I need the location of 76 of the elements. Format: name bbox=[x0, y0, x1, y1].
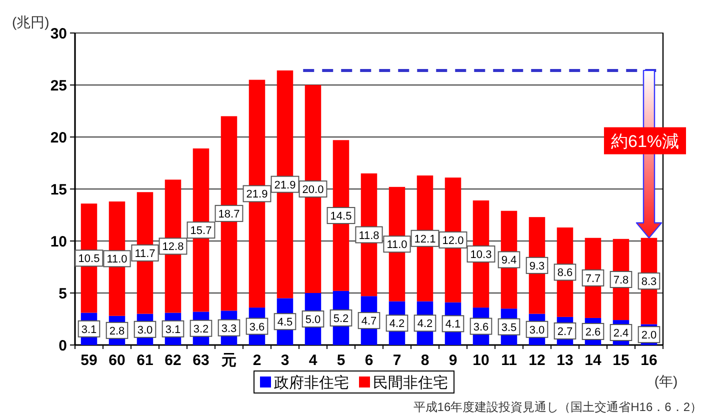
y-tick-label: 25 bbox=[50, 78, 67, 94]
data-label: 3.1 bbox=[81, 324, 97, 336]
x-tick-label: 元 bbox=[220, 352, 236, 369]
data-label: 2.0 bbox=[641, 330, 657, 342]
data-label: 2.6 bbox=[585, 326, 601, 338]
x-tick-label: 3 bbox=[280, 352, 290, 369]
data-label: 10.5 bbox=[78, 253, 100, 266]
data-label: 21.9 bbox=[246, 188, 268, 201]
data-label: 4.2 bbox=[417, 318, 433, 330]
x-tick-label: 9 bbox=[448, 352, 458, 369]
x-tick-label: 12 bbox=[528, 352, 546, 369]
text: 平成16年度建設投資見通し（国土交通省H16．6．2） bbox=[413, 400, 702, 414]
data-label: 4.2 bbox=[389, 318, 405, 330]
data-label: 3.0 bbox=[529, 324, 545, 336]
data-label: 3.2 bbox=[193, 323, 209, 336]
y-tick-label: 20 bbox=[50, 130, 67, 146]
data-label: 2.4 bbox=[613, 328, 629, 340]
x-tick-label: 14 bbox=[584, 352, 602, 369]
data-label: 7.8 bbox=[613, 274, 629, 286]
data-label: 8.3 bbox=[641, 276, 657, 288]
x-tick-label: 61 bbox=[136, 352, 154, 369]
data-label: 11.0 bbox=[386, 239, 408, 252]
x-tick-label: 5 bbox=[336, 352, 346, 369]
data-label: 3.5 bbox=[501, 322, 517, 334]
x-tick-label: 59 bbox=[80, 352, 98, 369]
data-label: 5.2 bbox=[333, 312, 349, 325]
data-label: 3.1 bbox=[165, 324, 181, 336]
data-label: 11.8 bbox=[358, 230, 380, 242]
x-tick-label: 11 bbox=[501, 352, 517, 369]
data-label: 3.6 bbox=[473, 321, 489, 334]
y-tick-label: 10 bbox=[50, 234, 67, 250]
data-label: 4.1 bbox=[445, 318, 461, 331]
data-label: 3.3 bbox=[221, 322, 237, 335]
y-axis-title: (兆円) bbox=[12, 14, 50, 30]
data-label: 12.0 bbox=[442, 234, 464, 247]
data-label: 18.7 bbox=[218, 208, 240, 220]
data-label: 12.8 bbox=[162, 241, 184, 254]
data-label: 5.0 bbox=[305, 314, 321, 326]
data-label: 12.1 bbox=[414, 233, 436, 246]
x-tick-label: 4 bbox=[308, 352, 318, 369]
x-tick-label: 13 bbox=[556, 352, 574, 369]
data-label: 3.0 bbox=[137, 324, 153, 336]
x-tick-label: 15 bbox=[612, 352, 630, 369]
y-tick-label: 30 bbox=[50, 26, 67, 42]
y-tick-label: 0 bbox=[58, 338, 67, 354]
data-label: 11.7 bbox=[134, 248, 156, 260]
data-label: 3.6 bbox=[249, 321, 265, 334]
x-axis-title: (年) bbox=[654, 373, 678, 389]
x-tick-label: 6 bbox=[364, 352, 374, 369]
x-tick-label: 10 bbox=[472, 352, 490, 369]
data-label: 15.7 bbox=[190, 225, 212, 238]
legend-label: 民間非住宅 bbox=[373, 374, 448, 392]
y-tick-label: 15 bbox=[50, 182, 67, 198]
annotation: 約61%減 bbox=[610, 132, 680, 151]
x-tick-label: 8 bbox=[420, 352, 430, 369]
data-label: 9.4 bbox=[501, 254, 517, 267]
legend-label: 政府非住宅 bbox=[274, 374, 349, 392]
data-label: 21.9 bbox=[274, 179, 296, 192]
x-tick-label: 7 bbox=[392, 352, 402, 369]
data-label: 7.7 bbox=[585, 272, 601, 285]
data-label: 4.7 bbox=[361, 316, 377, 328]
x-tick-label: 63 bbox=[192, 352, 210, 369]
data-label: 11.0 bbox=[106, 254, 128, 266]
x-tick-label: 16 bbox=[640, 352, 658, 369]
data-label: 8.6 bbox=[557, 267, 573, 280]
data-label: 4.5 bbox=[277, 316, 293, 329]
x-tick-label: 60 bbox=[108, 352, 126, 369]
data-label: 20.0 bbox=[302, 184, 324, 196]
y-tick-label: 5 bbox=[58, 286, 67, 302]
data-label: 14.5 bbox=[330, 210, 352, 223]
data-label: 10.3 bbox=[470, 249, 492, 261]
data-label: 2.8 bbox=[109, 325, 125, 338]
x-tick-label: 62 bbox=[164, 352, 182, 369]
x-tick-label: 2 bbox=[252, 352, 262, 369]
data-label: 9.3 bbox=[529, 260, 545, 272]
data-label: 2.7 bbox=[557, 326, 573, 338]
